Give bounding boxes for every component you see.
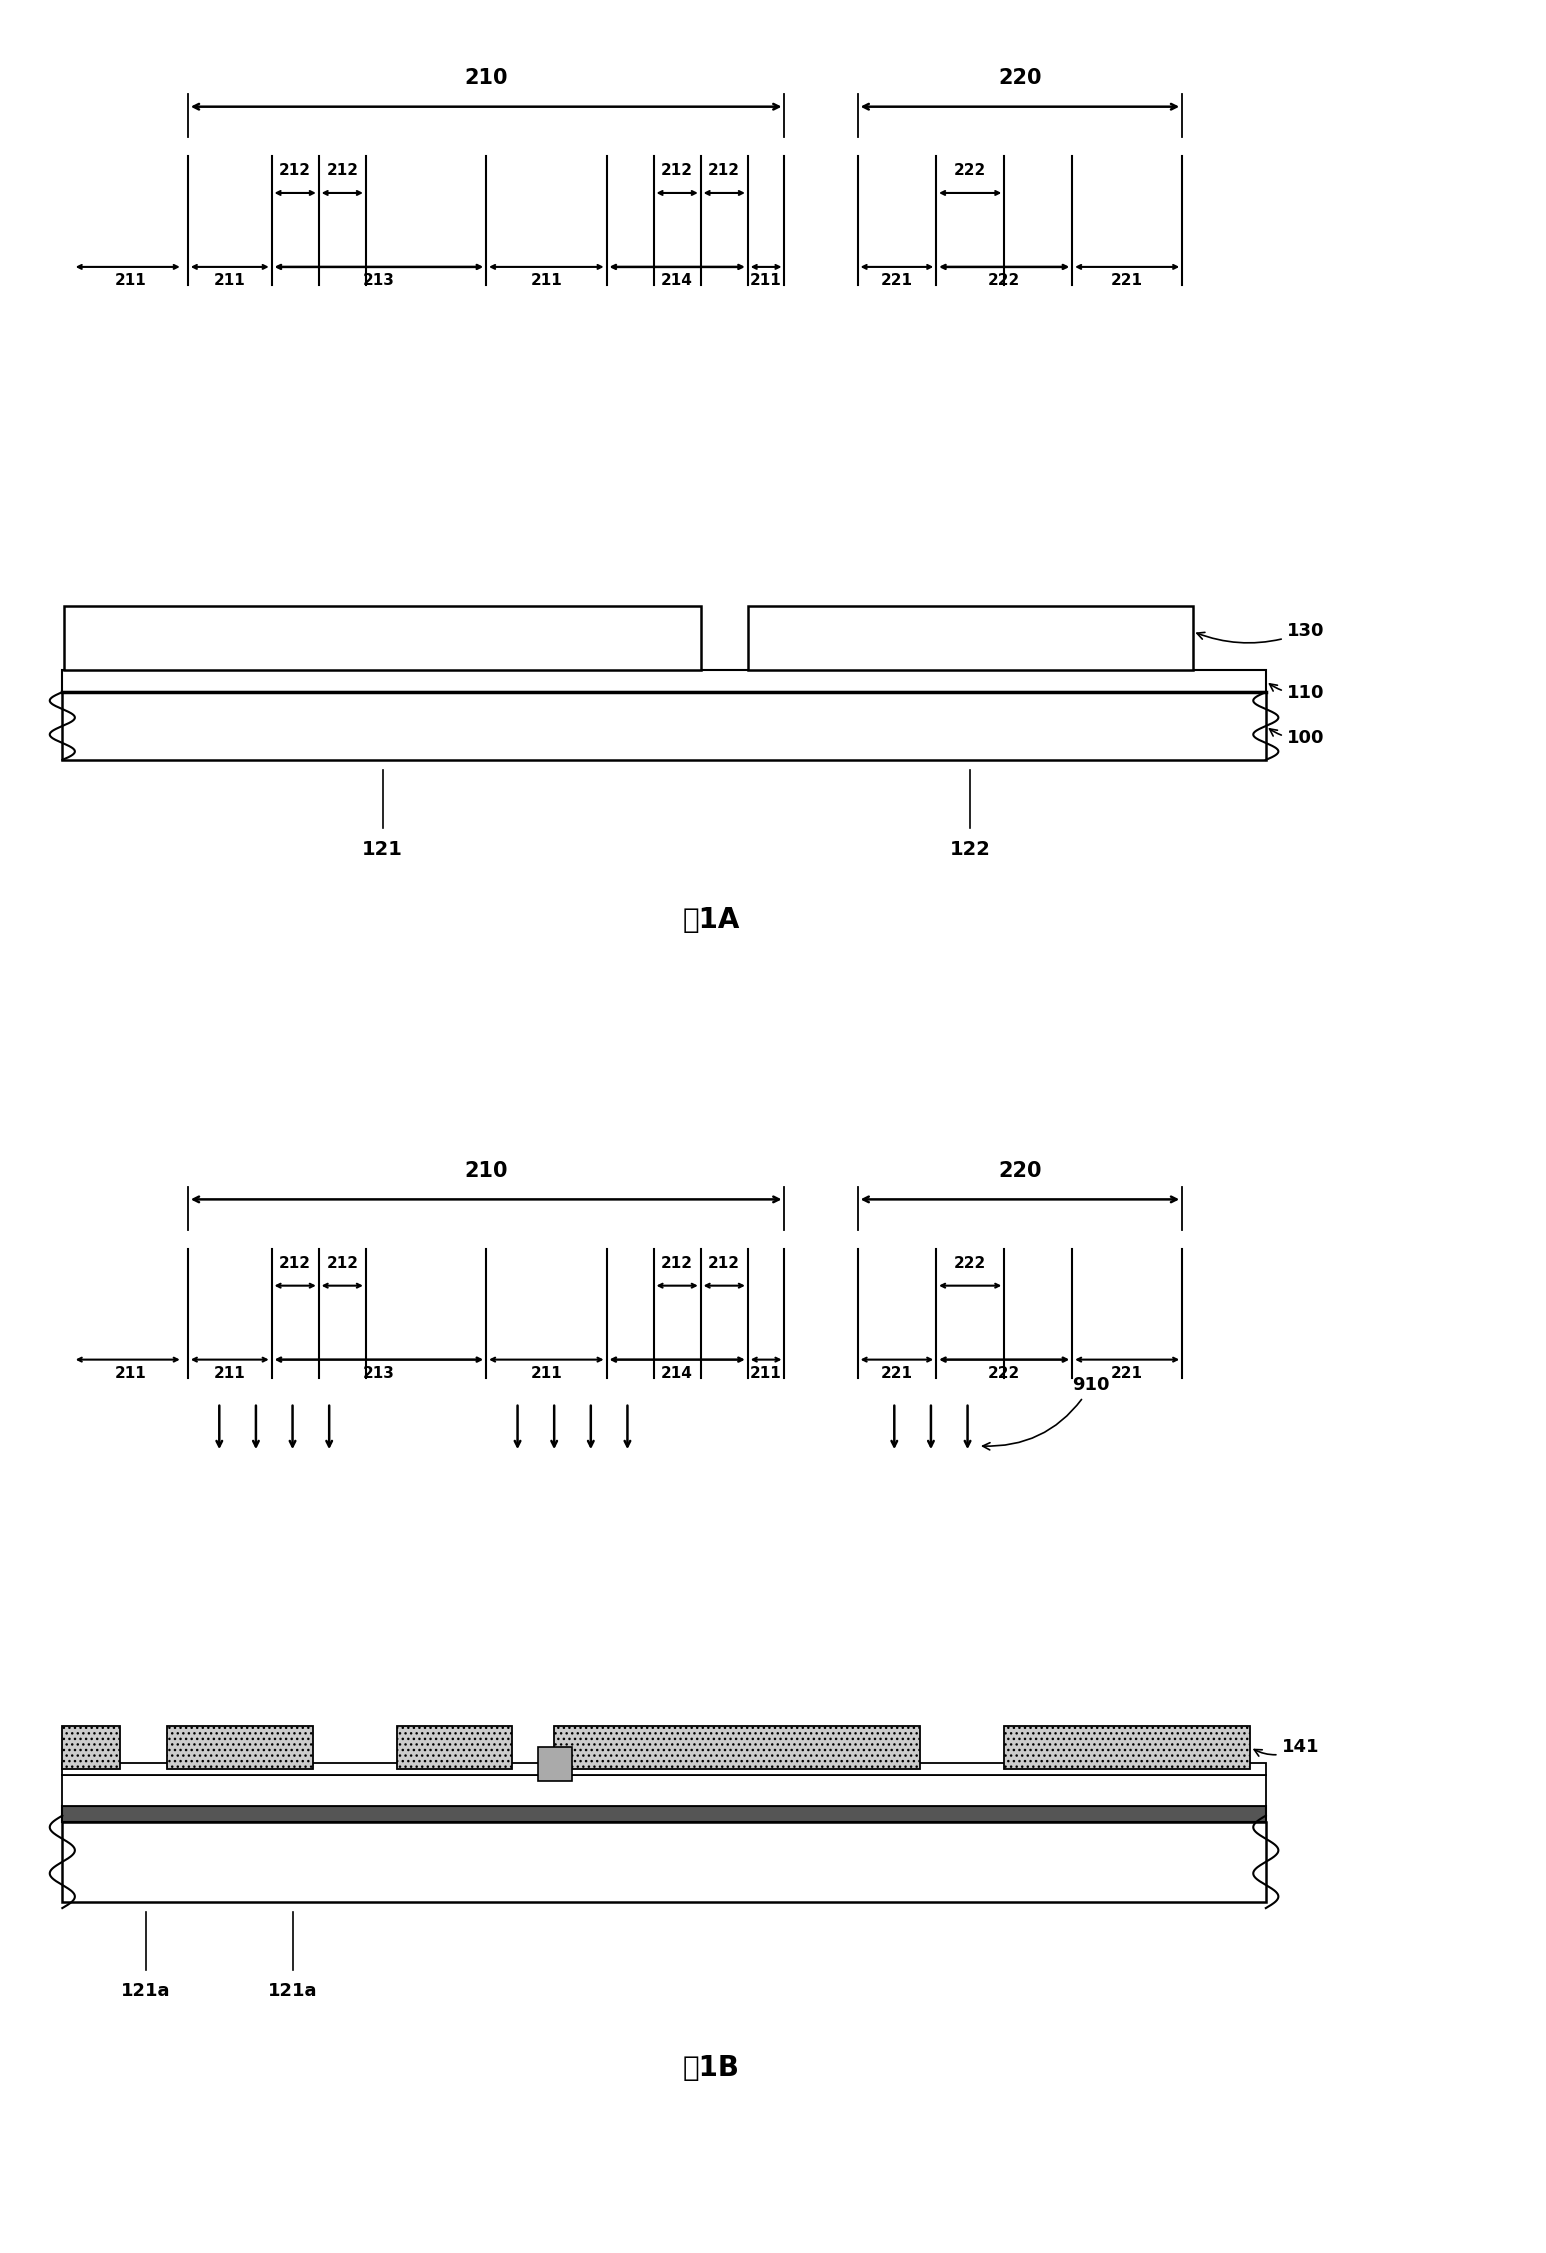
Bar [65, 606, 700, 669]
Text: 212: 212 [280, 1255, 311, 1271]
Text: 210: 210 [464, 1160, 509, 1181]
Text: 222: 222 [954, 1255, 986, 1271]
Text: 214: 214 [662, 273, 693, 288]
Bar [62, 1807, 1266, 1823]
Text: 211: 211 [213, 1365, 246, 1381]
Bar [62, 1775, 1266, 1807]
Bar [748, 606, 1192, 669]
Bar [62, 1823, 1266, 1902]
Bar [1005, 1726, 1251, 1769]
Text: 222: 222 [954, 162, 986, 178]
Text: 图1A: 图1A [682, 906, 741, 935]
Text: 121a: 121a [121, 1983, 170, 2001]
Text: 212: 212 [662, 162, 693, 178]
Bar [62, 1726, 121, 1769]
Text: 212: 212 [280, 162, 311, 178]
Bar [62, 669, 1266, 692]
Text: 212: 212 [326, 162, 359, 178]
Text: 221: 221 [881, 1365, 914, 1381]
Text: 122: 122 [949, 840, 991, 858]
Text: 211: 211 [114, 273, 147, 288]
Bar [397, 1726, 512, 1769]
Text: 222: 222 [988, 273, 1020, 288]
Text: 221: 221 [1112, 1365, 1142, 1381]
Text: 121a: 121a [267, 1983, 317, 2001]
Text: 220: 220 [999, 68, 1042, 88]
Bar [62, 1762, 1266, 1775]
Text: 213: 213 [363, 1365, 394, 1381]
Text: 212: 212 [326, 1255, 359, 1271]
Text: 121: 121 [362, 840, 404, 858]
Text: 211: 211 [750, 1365, 782, 1381]
Text: 211: 211 [750, 273, 782, 288]
Text: 130: 130 [1197, 622, 1325, 642]
Text: 221: 221 [881, 273, 914, 288]
Bar [553, 1726, 920, 1769]
Text: 110: 110 [1269, 685, 1325, 703]
Text: 211: 211 [213, 273, 246, 288]
Text: 141: 141 [1254, 1739, 1319, 1757]
Bar [62, 692, 1266, 759]
Bar [538, 1746, 572, 1782]
Text: 212: 212 [708, 162, 741, 178]
Text: 211: 211 [114, 1365, 147, 1381]
Text: 211: 211 [530, 1365, 563, 1381]
Text: 222: 222 [988, 1365, 1020, 1381]
Text: 212: 212 [662, 1255, 693, 1271]
Text: 213: 213 [363, 273, 394, 288]
Text: 210: 210 [464, 68, 509, 88]
Bar [167, 1726, 314, 1769]
Text: 212: 212 [708, 1255, 741, 1271]
Text: 220: 220 [999, 1160, 1042, 1181]
Text: 100: 100 [1269, 728, 1325, 748]
Text: 910: 910 [983, 1377, 1110, 1451]
Text: 221: 221 [1112, 273, 1142, 288]
Text: 214: 214 [662, 1365, 693, 1381]
Text: 图1B: 图1B [683, 2055, 739, 2082]
Text: 211: 211 [530, 273, 563, 288]
